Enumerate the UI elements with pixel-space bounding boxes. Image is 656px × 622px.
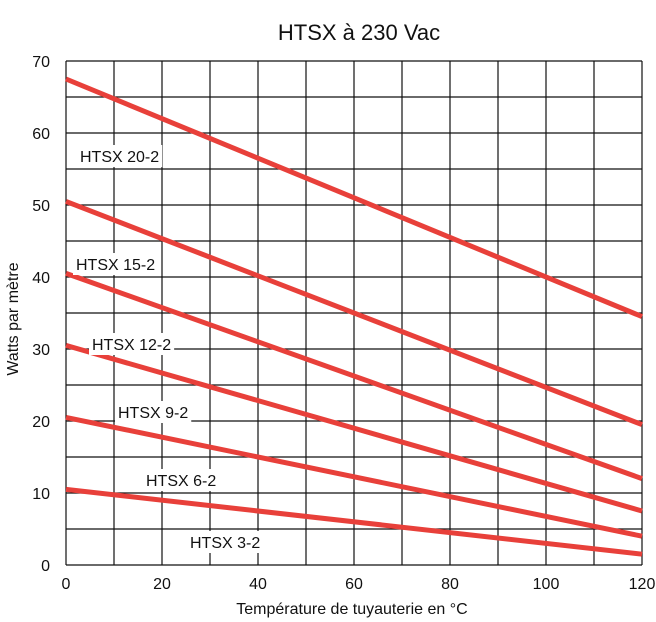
series-lines — [65, 76, 643, 557]
x-tick-label: 20 — [153, 576, 171, 593]
series-label-group: HTSX 20-2 — [77, 145, 163, 167]
series-line — [65, 199, 643, 427]
y-tick-label: 10 — [32, 486, 50, 503]
y-axis-label: Watts par mètre — [5, 262, 22, 375]
x-tick-label: 100 — [533, 576, 560, 593]
x-tick-label: 60 — [345, 576, 363, 593]
series-line — [65, 486, 643, 557]
series-label-background — [187, 531, 264, 553]
series-label-group: HTSX 9-2 — [115, 401, 192, 423]
series-label: HTSX 20-2 — [80, 149, 159, 166]
y-tick-label: 30 — [32, 342, 50, 359]
chart-title: HTSX à 230 Vac — [278, 20, 440, 45]
y-tick-label: 60 — [32, 126, 50, 143]
x-tick-label: 40 — [249, 576, 267, 593]
series-label-group: HTSX 3-2 — [187, 531, 264, 553]
series-label: HTSX 12-2 — [92, 337, 171, 354]
y-axis-ticks: 0 10 20 30 40 50 60 70 — [32, 54, 50, 575]
series-label: HTSX 9-2 — [118, 405, 188, 422]
series-line — [65, 271, 643, 481]
x-axis-label: Température de tuyauterie en °C — [236, 601, 467, 618]
y-tick-label: 0 — [41, 558, 50, 575]
series-label-background — [115, 401, 192, 423]
series-line — [65, 414, 643, 539]
series-label-group: HTSX 15-2 — [73, 253, 159, 275]
series-label-group: HTSX 6-2 — [143, 469, 220, 491]
series-label-background — [143, 469, 220, 491]
y-tick-label: 40 — [32, 270, 50, 287]
series-label-background — [77, 145, 163, 167]
x-tick-label: 120 — [629, 576, 656, 593]
x-axis-ticks: 0 20 40 60 80 100 120 — [62, 576, 656, 593]
series-label-background — [89, 333, 175, 355]
y-tick-label: 70 — [32, 54, 50, 71]
series-line — [65, 76, 643, 319]
y-tick-label: 50 — [32, 198, 50, 215]
series-label: HTSX 15-2 — [76, 257, 155, 274]
series-label-background — [73, 253, 159, 275]
x-tick-label: 80 — [441, 576, 459, 593]
x-tick-label: 0 — [62, 576, 71, 593]
series-label-group: HTSX 12-2 — [89, 333, 175, 355]
series-label: HTSX 3-2 — [190, 535, 260, 552]
y-tick-label: 20 — [32, 414, 50, 431]
series-line — [65, 342, 643, 514]
series-labels: HTSX 20-2 HTSX 15-2 HTSX 12-2 HTSX 9-2 HTSX … — [73, 145, 264, 553]
series-label: HTSX 6-2 — [146, 473, 216, 490]
